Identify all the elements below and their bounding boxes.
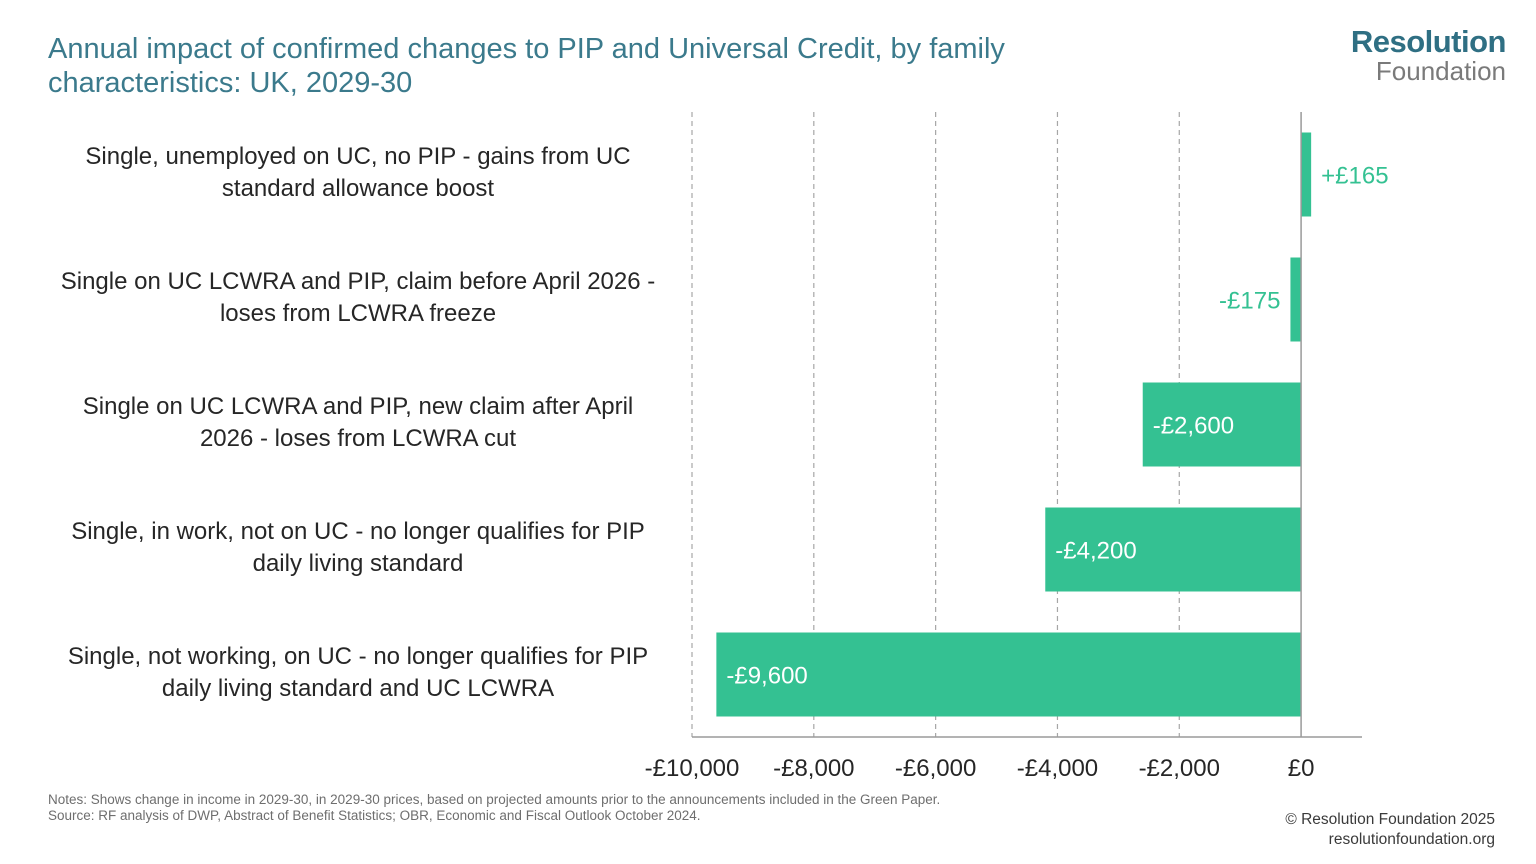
- x-tick-label: -£2,000: [1139, 755, 1220, 782]
- category-label: Single, unemployed on UC, no PIP - gains…: [46, 141, 670, 205]
- bar: [716, 632, 1302, 717]
- bar: [1301, 132, 1312, 217]
- category-label-line: Single on UC LCWRA and PIP, claim before…: [60, 267, 656, 295]
- category-label: Single on UC LCWRA and PIP, claim before…: [46, 266, 670, 330]
- bar: [1290, 257, 1302, 342]
- chart-title: Annual impact of confirmed changes to PI…: [48, 33, 1005, 99]
- logo-line-2: Foundation: [1375, 56, 1506, 86]
- logo-line-1: Resolution: [1350, 24, 1507, 59]
- data-label: -£175: [1219, 288, 1280, 315]
- category-label: Single, in work, not on UC - no longer q…: [46, 516, 670, 580]
- copyright-text: © Resolution Foundation 2025: [1285, 811, 1495, 828]
- category-label-line: loses from LCWRA freeze: [219, 299, 497, 327]
- category-label-line: daily living standard and UC LCWRA: [161, 674, 555, 702]
- data-label: +£165: [1321, 163, 1388, 190]
- bar: [1142, 382, 1302, 467]
- notes-line: Notes: Shows change in income in 2029-30…: [48, 792, 941, 807]
- x-tick-label: £0: [1288, 755, 1315, 782]
- category-label-line: 2026 - loses from LCWRA cut: [199, 424, 517, 452]
- bar: [1045, 507, 1302, 592]
- website-text: resolutionfoundation.org: [1328, 831, 1495, 848]
- data-label: -£4,200: [1055, 538, 1136, 565]
- x-tick-label: -£4,000: [1017, 755, 1098, 782]
- source-line: Source: RF analysis of DWP, Abstract of …: [48, 808, 701, 823]
- category-label: Single, not working, on UC - no longer q…: [46, 641, 670, 705]
- data-label: -£9,600: [726, 663, 807, 690]
- x-tick-label: -£6,000: [895, 755, 976, 782]
- x-tick-label: -£10,000: [645, 755, 740, 782]
- category-label-line: Single on UC LCWRA and PIP, new claim af…: [82, 392, 634, 420]
- category-label-line: Single, not working, on UC - no longer q…: [67, 642, 649, 670]
- data-label: -£2,600: [1153, 413, 1234, 440]
- chart-notes: Notes: Shows change in income in 2029-30…: [48, 792, 940, 824]
- copyright-credit: © Resolution Foundation 2025 resolutionf…: [1285, 810, 1495, 850]
- category-label: Single on UC LCWRA and PIP, new claim af…: [46, 391, 670, 455]
- x-tick-label: -£8,000: [773, 755, 854, 782]
- resolution-foundation-logo: Resolution Foundation: [1350, 24, 1507, 86]
- category-label-line: standard allowance boost: [221, 174, 495, 202]
- category-label-line: Single, unemployed on UC, no PIP - gains…: [85, 142, 631, 170]
- category-label-line: Single, in work, not on UC - no longer q…: [71, 517, 645, 545]
- category-label-line: daily living standard: [252, 549, 464, 577]
